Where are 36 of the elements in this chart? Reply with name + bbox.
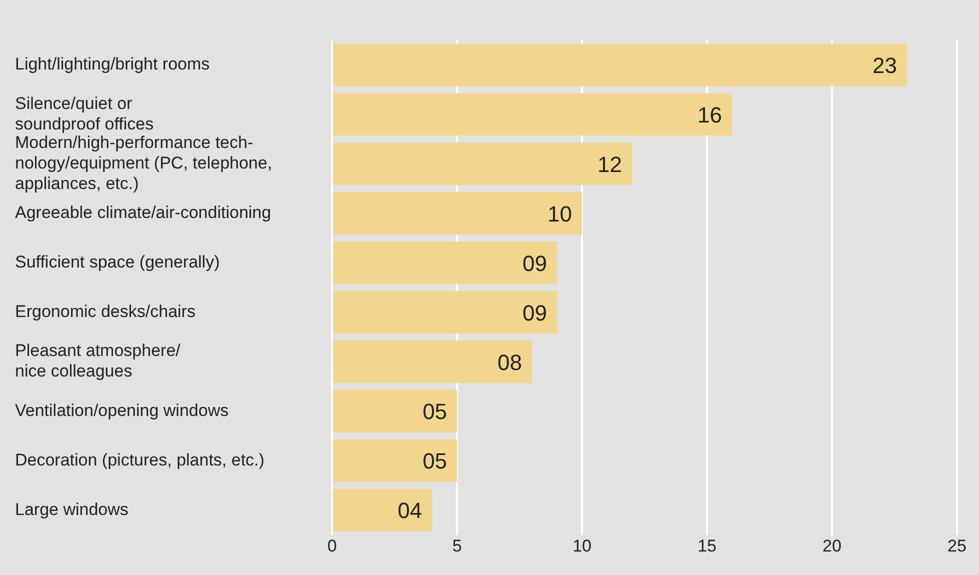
data-label: 08 <box>498 350 522 375</box>
bar <box>333 290 558 334</box>
x-tick-label: 20 <box>822 536 842 556</box>
y-tick-label: Ergonomic desks/chairs <box>15 302 196 321</box>
y-tick-label: Light/lighting/bright rooms <box>15 54 210 74</box>
data-label: 10 <box>548 201 572 226</box>
bar <box>333 93 732 136</box>
bar <box>333 44 908 86</box>
data-label: 09 <box>522 250 548 276</box>
data-label: 16 <box>698 102 722 128</box>
y-tick-label: Large windows <box>15 500 128 519</box>
y-tick-label: Modern/high-performance tech- nology/equipment (PC, telephone, appliances, etc.) <box>15 133 272 193</box>
bar <box>333 142 632 186</box>
bar <box>333 488 432 532</box>
data-label: 12 <box>598 152 622 177</box>
x-tick-label: 0 <box>327 536 337 556</box>
y-tick-label: Sufficient space (generally) <box>15 252 220 272</box>
x-tick-label: 5 <box>452 536 462 556</box>
bar <box>333 192 582 235</box>
y-tick-label: Silence/quiet or soundproof offices <box>15 94 154 134</box>
x-tick-label: 10 <box>572 536 592 556</box>
y-tick-label: Agreeable climate/air-conditioning <box>15 202 272 222</box>
data-label: 09 <box>522 300 548 326</box>
y-tick-label: Decoration (pictures, plants, etc.) <box>15 450 264 470</box>
x-tick-label: 25 <box>948 536 966 556</box>
y-tick-label: Pleasant atmosphere/ nice colleagues <box>15 341 181 381</box>
bar <box>333 340 532 383</box>
bar <box>333 242 558 284</box>
x-tick-label: 15 <box>698 536 716 556</box>
bar <box>333 390 458 432</box>
data-label: 05 <box>422 399 448 424</box>
data-label: 04 <box>398 498 422 524</box>
data-label: 23 <box>872 52 898 78</box>
data-label: 05 <box>422 448 448 474</box>
y-tick-label: Ventilation/opening windows <box>15 400 229 420</box>
bar <box>333 439 458 482</box>
